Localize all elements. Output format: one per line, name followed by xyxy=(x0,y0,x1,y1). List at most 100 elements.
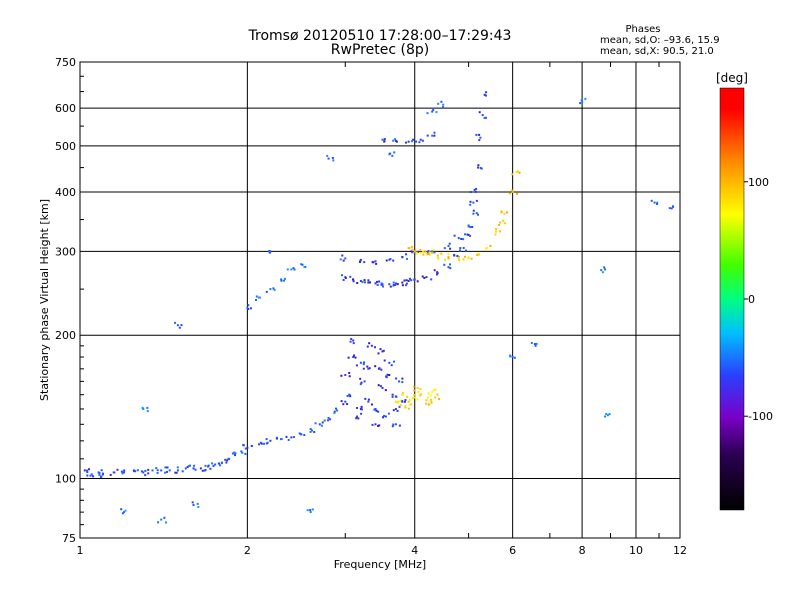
data-point xyxy=(405,282,408,285)
data-point xyxy=(341,274,343,277)
data-point xyxy=(511,173,514,176)
data-point xyxy=(508,192,511,195)
data-point xyxy=(391,425,394,428)
data-point xyxy=(440,252,443,255)
data-point xyxy=(396,409,399,412)
data-point xyxy=(394,138,397,141)
data-point xyxy=(321,421,324,424)
data-point xyxy=(478,111,481,114)
data-point xyxy=(391,393,394,396)
data-point xyxy=(204,469,207,471)
data-point xyxy=(430,400,433,403)
phases-heading: Phases xyxy=(625,24,660,35)
data-point xyxy=(398,380,401,383)
data-point xyxy=(500,211,503,214)
data-point xyxy=(515,171,518,174)
data-point xyxy=(413,278,416,281)
data-point xyxy=(416,398,419,401)
data-point xyxy=(382,416,384,419)
data-point xyxy=(385,259,388,262)
data-point xyxy=(419,388,422,390)
data-point xyxy=(447,256,450,258)
data-point xyxy=(472,209,475,212)
series xyxy=(83,400,349,479)
data-point xyxy=(410,250,413,253)
data-point xyxy=(423,277,426,279)
data-point xyxy=(516,170,519,173)
data-point xyxy=(375,262,378,265)
data-point xyxy=(388,258,391,261)
data-point xyxy=(410,245,413,248)
data-point xyxy=(100,469,103,472)
y-tick-label: 75 xyxy=(62,532,76,545)
data-point xyxy=(405,141,407,144)
data-point xyxy=(348,375,351,378)
data-point xyxy=(395,140,398,143)
data-point xyxy=(268,251,271,254)
data-point xyxy=(260,442,263,445)
data-point xyxy=(394,408,397,410)
data-point xyxy=(516,192,518,195)
data-point xyxy=(405,279,408,282)
data-point xyxy=(287,439,290,441)
data-points xyxy=(83,91,675,524)
data-point xyxy=(86,474,89,477)
data-point xyxy=(120,470,123,473)
data-point xyxy=(438,398,441,401)
data-point xyxy=(160,469,163,472)
data-point xyxy=(412,385,415,388)
data-point xyxy=(469,203,472,206)
data-point xyxy=(427,250,430,253)
data-point xyxy=(284,277,286,280)
data-point xyxy=(499,230,502,233)
data-point xyxy=(431,134,434,137)
data-point xyxy=(411,248,414,251)
data-point xyxy=(605,413,608,415)
data-point xyxy=(326,154,329,157)
data-point xyxy=(393,360,395,363)
data-point xyxy=(425,276,428,279)
data-point xyxy=(459,247,462,250)
data-point xyxy=(244,452,247,455)
data-point xyxy=(301,263,304,266)
x-tick-label: 2 xyxy=(244,544,251,557)
data-point xyxy=(389,258,392,260)
data-point xyxy=(406,395,409,398)
data-point xyxy=(422,250,425,253)
data-point xyxy=(426,112,429,115)
data-point xyxy=(600,269,603,272)
x-tick-label: 1 xyxy=(77,544,84,557)
data-point xyxy=(359,361,362,364)
data-point xyxy=(413,393,416,396)
data-point xyxy=(475,212,478,215)
data-point xyxy=(160,518,163,521)
data-point xyxy=(396,283,399,286)
data-point xyxy=(425,399,428,402)
data-point xyxy=(518,171,521,174)
data-point xyxy=(422,253,425,256)
data-point xyxy=(449,247,452,250)
data-point xyxy=(398,424,401,427)
data-point xyxy=(184,467,187,470)
data-point xyxy=(146,410,149,413)
data-point xyxy=(535,342,538,345)
data-point xyxy=(414,249,417,252)
data-point xyxy=(388,361,391,364)
data-point xyxy=(411,140,413,143)
chart-title: Tromsø 20120510 17:28:00–17:29:43 xyxy=(248,28,512,44)
data-point xyxy=(479,136,482,139)
data-point xyxy=(407,407,410,410)
data-point xyxy=(156,472,159,474)
data-point xyxy=(290,268,293,271)
data-point xyxy=(376,280,378,283)
data-point xyxy=(360,412,363,415)
data-point xyxy=(426,253,429,255)
data-point xyxy=(393,151,396,154)
data-point xyxy=(467,225,470,228)
data-point xyxy=(429,394,432,397)
data-point xyxy=(434,396,436,399)
data-point xyxy=(380,368,383,371)
series xyxy=(120,97,675,524)
data-point xyxy=(513,356,516,359)
data-point xyxy=(217,462,220,465)
